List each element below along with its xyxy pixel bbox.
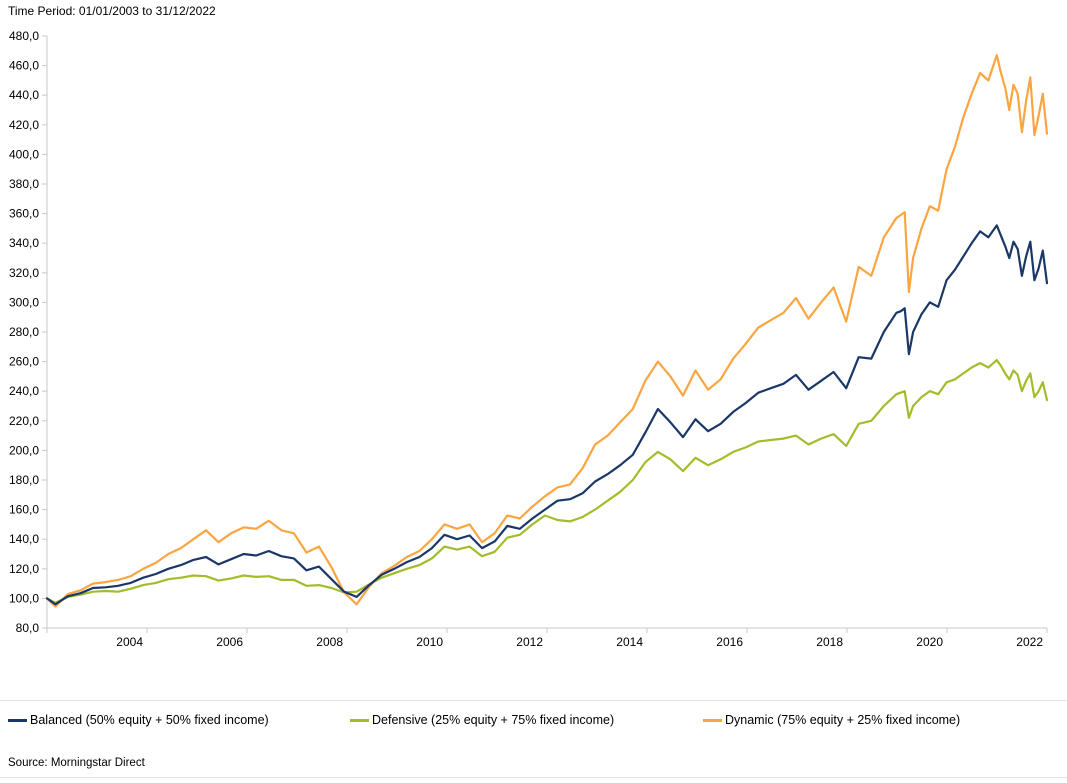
legend-label-balanced: Balanced (50% equity + 50% fixed income) — [30, 713, 269, 727]
x-tick-label: 2004 — [116, 635, 143, 649]
x-tick-label: 2008 — [316, 635, 343, 649]
legend-swatch-balanced — [8, 718, 27, 722]
y-tick-label: 300,0 — [9, 295, 39, 309]
legend-item-balanced: Balanced (50% equity + 50% fixed income) — [8, 711, 269, 729]
y-tick-label: 340,0 — [9, 236, 39, 250]
legend-label-dynamic: Dynamic (75% equity + 25% fixed income) — [725, 713, 961, 727]
y-tick-label: 420,0 — [9, 118, 39, 132]
x-tick-label: 2016 — [716, 635, 743, 649]
y-tick-label: 360,0 — [9, 207, 39, 221]
legend: Balanced (50% equity + 50% fixed income)… — [0, 711, 1067, 731]
source-label: Source: Morningstar Direct — [8, 757, 145, 769]
series-line-balanced — [45, 224, 1049, 606]
x-tick-label: 2012 — [516, 635, 543, 649]
y-tick-label: 320,0 — [9, 266, 39, 280]
line-chart: 480,0 460,0 440,0 420,0 400,0 380,0 360,0 340,0… — [9, 29, 1049, 649]
y-tick-label: 480,0 — [9, 29, 39, 43]
legend-item-dynamic: Dynamic (75% equity + 25% fixed income) — [703, 711, 960, 729]
y-tick-label: 140,0 — [9, 532, 39, 546]
legend-item-defensive: Defensive (25% equity + 75% fixed income… — [350, 711, 614, 729]
legend-label-defensive: Defensive (25% equity + 75% fixed income… — [372, 713, 615, 727]
y-tick-label: 220,0 — [9, 414, 39, 428]
series-line-dynamic — [45, 54, 1049, 608]
y-tick-label: 120,0 — [9, 562, 39, 576]
legend-separator-line — [0, 700, 1067, 701]
y-tick-label: 440,0 — [9, 88, 39, 102]
series-line-defensive — [45, 359, 1049, 604]
y-tick-label: 100,0 — [9, 591, 39, 605]
x-tick-label: 2018 — [816, 635, 843, 649]
x-tick-label: 2022 — [1016, 635, 1043, 649]
y-tick-label: 240,0 — [9, 384, 39, 398]
bottom-separator-line — [0, 777, 1067, 778]
y-tick-label: 80,0 — [16, 621, 40, 635]
y-tick-label: 180,0 — [9, 473, 39, 487]
y-tick-label: 200,0 — [9, 443, 39, 457]
y-tick-label: 260,0 — [9, 355, 39, 369]
x-tick-label: 2020 — [916, 635, 943, 649]
x-tick-label: 2014 — [616, 635, 643, 649]
x-tick-label: 2010 — [416, 635, 443, 649]
legend-swatch-dynamic — [703, 718, 722, 722]
y-tick-label: 380,0 — [9, 177, 39, 191]
legend-swatch-defensive — [350, 718, 369, 722]
y-tick-label: 280,0 — [9, 325, 39, 339]
y-tick-label: 400,0 — [9, 147, 39, 161]
time-period-label: Time Period: 01/01/2003 to 31/12/2022 — [8, 4, 216, 18]
y-tick-label: 160,0 — [9, 503, 39, 517]
y-tick-label: 460,0 — [9, 59, 39, 73]
x-tick-label: 2006 — [216, 635, 243, 649]
